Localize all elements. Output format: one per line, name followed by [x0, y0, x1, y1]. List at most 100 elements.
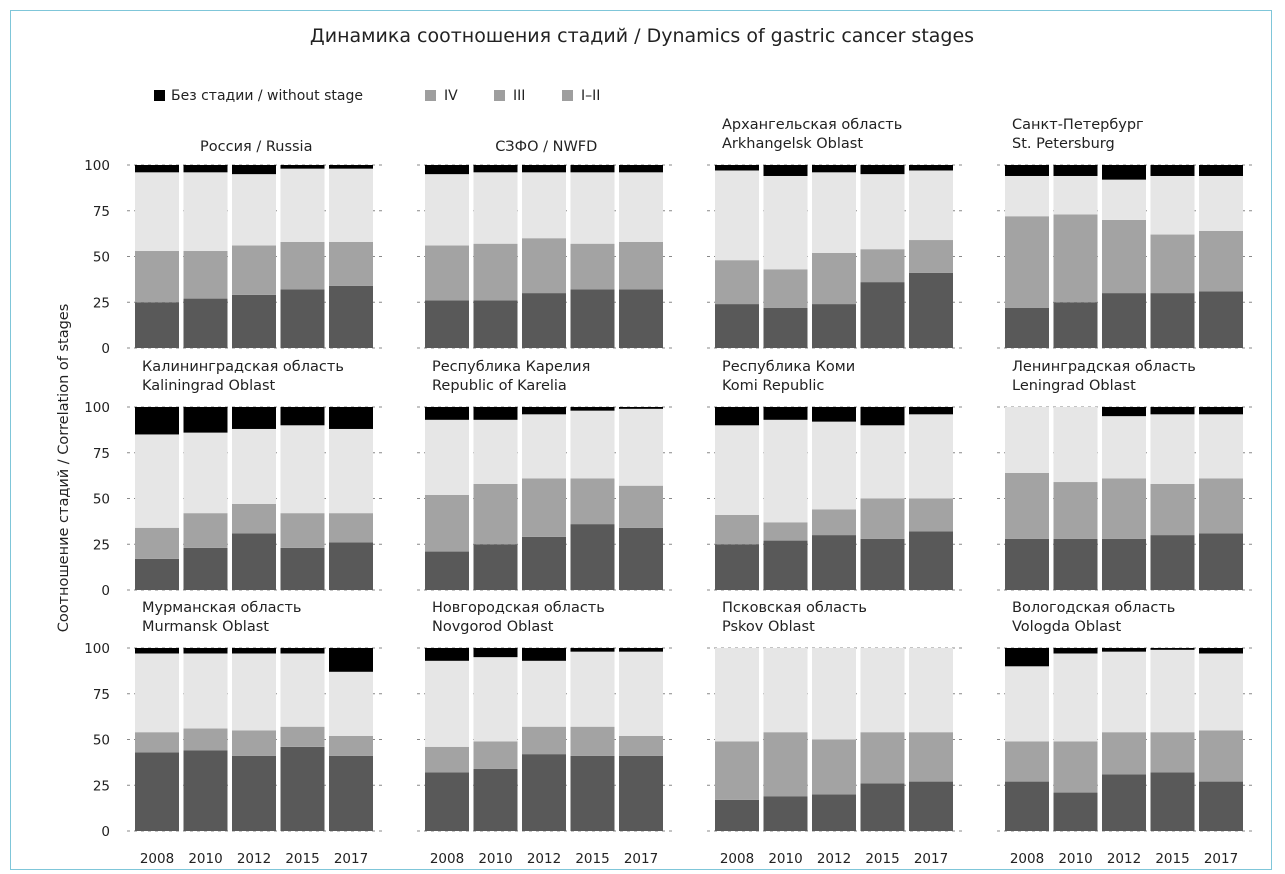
- bar-segment: [763, 732, 808, 797]
- bar-segment: [522, 238, 566, 294]
- chart-panel: Псковская область Pskov Oblast 2008 2010 201…: [707, 600, 963, 867]
- bar-segment: [135, 752, 179, 831]
- legend: Без стадии / without stage IV III I–II: [154, 88, 600, 104]
- bar-segment: [1005, 165, 1049, 176]
- bar-segment: [619, 165, 663, 173]
- bar-segment: [570, 755, 615, 831]
- bar-segment: [1199, 648, 1243, 654]
- bar-segment: [1053, 792, 1098, 831]
- bar-segment: [1053, 538, 1098, 590]
- bar-segment: [135, 251, 179, 303]
- bar-segment: [425, 419, 469, 495]
- bar-segment: [1005, 175, 1049, 217]
- bar-segment: [763, 407, 808, 420]
- chart-panel: СЗФО / NWFD: [417, 139, 673, 349]
- bar-segment: [135, 165, 179, 173]
- x-tick-label: 2012: [817, 851, 851, 867]
- bar-segment: [425, 746, 469, 773]
- bar-segment: [763, 522, 808, 541]
- bar-segment: [280, 547, 325, 590]
- bar-segment: [909, 407, 953, 415]
- bar-segment: [909, 170, 953, 241]
- panel-title-line: Ленинградская область: [1012, 359, 1196, 375]
- bar-segment: [1053, 175, 1098, 215]
- bar-segment: [812, 407, 856, 422]
- x-tick-label: 2017: [1204, 851, 1238, 867]
- bar-segment: [1053, 407, 1098, 483]
- bar-segment: [619, 527, 663, 590]
- chart-panel: Архангельская область Arkhangelsk Oblast: [707, 117, 963, 349]
- legend-swatch: [562, 90, 573, 101]
- bar-segment: [570, 243, 615, 290]
- bar-segment: [1053, 302, 1098, 348]
- y-axis-label: Соотношение стадий / Correlation of stag…: [56, 304, 72, 633]
- legend-swatch: [154, 90, 165, 101]
- bar-segment: [909, 531, 953, 590]
- bar-segment: [473, 243, 518, 301]
- bar-segment: [570, 651, 615, 727]
- bar-segment: [183, 407, 228, 433]
- x-tick-label: 2008: [140, 851, 174, 867]
- bar-segment: [522, 407, 566, 415]
- panel-title-line: Vologda Oblast: [1012, 619, 1122, 635]
- bar-segment: [1199, 533, 1243, 590]
- bar-segment: [1150, 414, 1195, 484]
- panel-title-line: Республика Карелия: [432, 359, 590, 375]
- bar-segment: [473, 768, 518, 831]
- bar-segment: [570, 289, 615, 348]
- bar-segment: [473, 657, 518, 742]
- legend-label: I–II: [581, 88, 600, 104]
- bar-segment: [570, 410, 615, 479]
- bar-segment: [909, 732, 953, 782]
- y-tick-label: 100: [84, 158, 110, 174]
- bar-segment: [715, 799, 759, 831]
- panel-title-line: Pskov Oblast: [722, 619, 815, 635]
- chart-panel: Санкт-Петербург St. Petersburg: [997, 117, 1253, 349]
- bar-segment: [1199, 175, 1243, 231]
- bar-segment: [909, 165, 953, 171]
- bar-segment: [570, 172, 615, 244]
- bar-segment: [763, 648, 808, 733]
- bar-segment: [1199, 291, 1243, 348]
- bar-segment: [619, 651, 663, 736]
- bar-segment: [1005, 741, 1049, 782]
- bar-segment: [570, 648, 615, 652]
- bar-segment: [1150, 772, 1195, 831]
- chart-panel: Мурманская область Murmansk Oblast 0 25 50 75…: [84, 600, 383, 867]
- y-tick-label: 75: [93, 204, 110, 220]
- panel-title-line: Калининградская область: [142, 359, 344, 375]
- bar-segment: [1102, 478, 1146, 539]
- bar-segment: [280, 165, 325, 169]
- bar-segment: [232, 755, 276, 831]
- x-tick-label: 2015: [1155, 851, 1189, 867]
- bar-segment: [619, 755, 663, 831]
- bar-segment: [232, 174, 276, 246]
- bar-segment: [473, 741, 518, 769]
- panel-title-line: Вологодская область: [1012, 600, 1175, 616]
- bar-segment: [425, 300, 469, 348]
- bar-segment: [860, 425, 905, 499]
- panel-title-line: Новгородская область: [432, 600, 605, 616]
- bar-segment: [183, 648, 228, 654]
- bar-segment: [280, 407, 325, 426]
- bar-segment: [812, 739, 856, 795]
- chart-panel: Республика Карелия Republic of Karelia: [417, 359, 673, 591]
- bar-segment: [473, 172, 518, 244]
- bar-segment: [232, 407, 276, 429]
- bar-segment: [522, 165, 566, 173]
- bar-segment: [1150, 648, 1195, 650]
- legend-label: IV: [444, 88, 458, 104]
- x-tick-label: 2015: [285, 851, 319, 867]
- bar-segment: [1102, 774, 1146, 831]
- bar-segment: [763, 269, 808, 308]
- bar-segment: [329, 241, 373, 286]
- bar-segment: [232, 165, 276, 175]
- bar-segment: [763, 419, 808, 523]
- panel-title: СЗФО / NWFD: [495, 139, 597, 155]
- bar-segment: [232, 245, 276, 295]
- bar-segment: [1102, 732, 1146, 775]
- bar-segment: [1102, 165, 1146, 180]
- bar-segment: [522, 414, 566, 479]
- bar-segment: [812, 509, 856, 536]
- bar-segment: [812, 535, 856, 590]
